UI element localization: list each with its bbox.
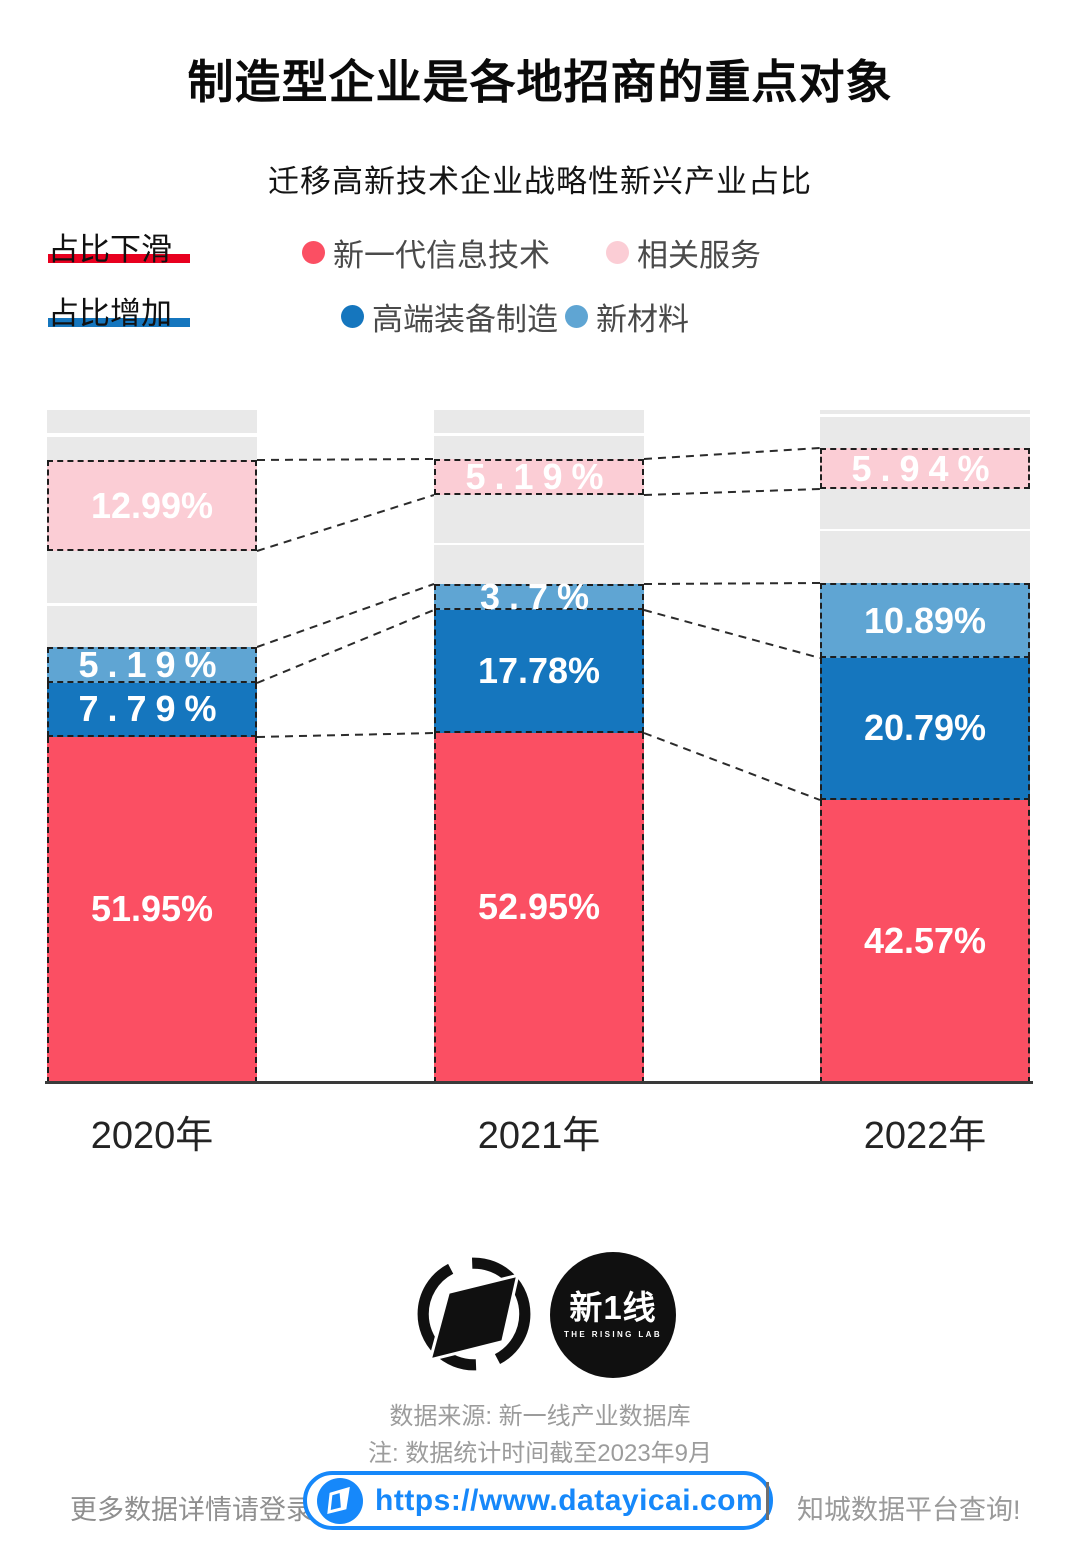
legend-dot-lightblue-icon	[565, 305, 588, 328]
x-axis-line	[45, 1081, 1033, 1084]
bar-segment-相关服务: 12.99%	[47, 460, 257, 551]
stacked-bar-2021年: 5.19% 3.7% 17.78% 52.95%	[434, 410, 644, 1083]
segment-value-label: 5.19%	[465, 456, 613, 497]
bar-segment-新材料: 10.89%	[820, 583, 1030, 658]
legend-item-gaoduanzhuangbei: 高端装备制造	[341, 294, 558, 339]
bar-segment-gap	[47, 603, 257, 606]
declining-underline-bar	[48, 254, 190, 263]
segment-value-label: 10.89%	[863, 599, 987, 641]
legend-dot-pink-icon	[606, 241, 629, 264]
url-pill[interactable]: https://www.datayicai.com	[303, 1471, 773, 1530]
rising-lab-logo-text: 新1线	[569, 1289, 657, 1326]
text-cursor	[766, 1481, 769, 1520]
bar-segment-gap	[820, 414, 1030, 417]
bar-segment-新一代信息技术: 52.95%	[434, 733, 644, 1083]
bar-segment-相关服务: 5.94%	[820, 448, 1030, 489]
legend-item-label: 高端装备制造	[372, 302, 558, 337]
bar-segment-other	[47, 437, 257, 460]
legend-dot-darkblue-icon	[341, 305, 364, 328]
x-axis-label-2021年: 2021年	[477, 1115, 601, 1157]
bar-segment-other	[47, 410, 257, 433]
segment-value-label: 12.99%	[90, 484, 214, 526]
bar-segment-新材料: 5.19%	[47, 647, 257, 683]
bar-segment-gap	[47, 433, 257, 437]
bar-segment-gap	[434, 543, 644, 545]
segment-value-label: 5.19%	[78, 644, 226, 685]
bar-segment-新一代信息技术: 51.95%	[47, 737, 257, 1083]
data-source-line: 数据来源: 新一线产业数据库	[389, 1403, 691, 1430]
segment-value-label: 5.94%	[851, 447, 999, 489]
segment-value-label: 20.79%	[863, 707, 987, 748]
legend-item-xincailiao: 新材料	[565, 294, 689, 339]
bar-segment-other	[434, 436, 644, 459]
segment-value-label: 51.95%	[90, 888, 214, 929]
bar-segment-gap	[434, 433, 644, 436]
x-axis-label-2020年: 2020年	[90, 1115, 214, 1157]
bar-segment-高端装备制造: 20.79%	[820, 658, 1030, 800]
bar-segment-other	[434, 410, 644, 433]
segment-value-label: 17.78%	[477, 649, 601, 691]
bar-segment-相关服务: 5.19%	[434, 459, 644, 495]
bar-segment-other	[820, 417, 1030, 448]
stacked-bar-2022年: 5.94% 10.89% 20.79% 42.57%	[820, 410, 1030, 1083]
legend-item-xinyidai: 新一代信息技术	[302, 230, 550, 275]
increasing-underline-bar	[48, 318, 190, 327]
bar-segment-新一代信息技术: 42.57%	[820, 800, 1030, 1083]
bar-segment-gap	[820, 529, 1030, 531]
chart-subtitle: 迁移高新技术企业战略性新兴产业占比	[268, 164, 812, 199]
segment-value-label: 52.95%	[477, 886, 601, 927]
rising-lab-logo: 新1线 THE RISING LAB	[550, 1252, 676, 1378]
legend-declining-label: 占比下滑	[48, 232, 172, 267]
segment-value-label: 7.79%	[78, 688, 226, 729]
cta-left-text: 更多数据详情请登录	[70, 1495, 313, 1525]
bar-segment-other	[820, 489, 1030, 529]
bar-segment-other	[47, 551, 257, 603]
x-axis-label-2022年: 2022年	[863, 1115, 987, 1157]
segment-value-label: 3.7%	[479, 576, 599, 617]
url-link[interactable]: https://www.datayicai.com	[375, 1483, 764, 1517]
legend-increasing-label: 占比增加	[48, 296, 172, 331]
yicai-logo	[417, 1257, 531, 1371]
bar-segment-高端装备制造: 7.79%	[47, 683, 257, 737]
bar-segment-other	[434, 495, 644, 543]
legend-dot-red-icon	[302, 241, 325, 264]
rising-lab-logo-caption: THE RISING LAB	[563, 1329, 663, 1339]
bar-segment-other	[820, 410, 1030, 414]
bar-segment-新材料: 3.7%	[434, 579, 644, 615]
legend-item-xiangguanfuwu: 相关服务	[606, 230, 761, 275]
page-title: 制造型企业是各地招商的重点对象	[187, 56, 893, 108]
bar-segment-高端装备制造: 17.78%	[434, 610, 644, 733]
legend-item-label: 相关服务	[637, 238, 761, 273]
bar-segment-other	[47, 606, 257, 647]
bar-segment-other	[434, 545, 644, 584]
segment-value-label: 42.57%	[863, 919, 987, 961]
data-note-line: 注: 数据统计时间截至2023年9月	[367, 1440, 713, 1467]
legend-item-label: 新材料	[596, 302, 689, 337]
legend-item-label: 新一代信息技术	[333, 238, 550, 273]
bar-segment-other	[820, 531, 1030, 583]
stacked-bar-2020年: 12.99% 5.19% 7.79% 51.95%	[47, 410, 257, 1083]
cta-right-text: 知城数据平台查询!	[797, 1495, 1021, 1525]
datayicai-logo-icon	[317, 1477, 363, 1524]
